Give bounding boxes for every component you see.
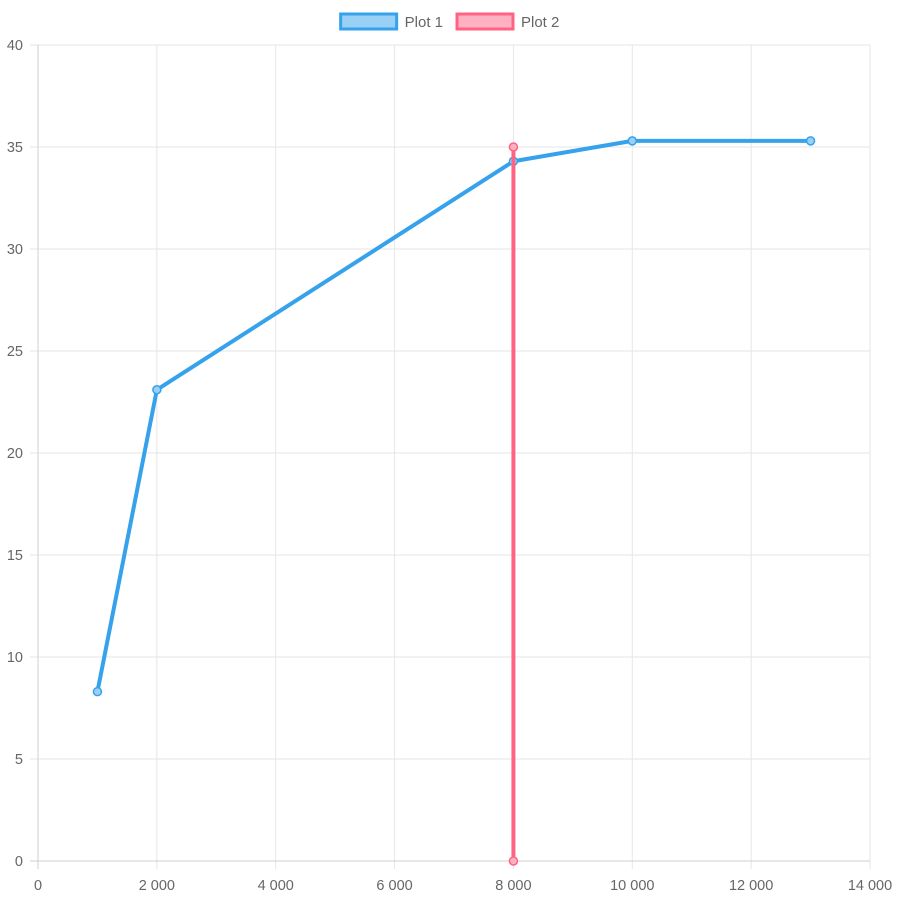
data-point[interactable] [508, 856, 519, 866]
y-tick-label: 35 [7, 140, 23, 156]
x-tick-label: 10 000 [610, 878, 654, 894]
data-point[interactable] [508, 142, 519, 152]
series-1 [92, 136, 816, 697]
x-tick-label: 6 000 [376, 878, 412, 894]
y-tick-label: 30 [7, 242, 23, 258]
y-tick-label: 20 [7, 446, 23, 462]
x-tick-label: 12 000 [729, 878, 773, 894]
y-tick-label: 25 [7, 344, 23, 360]
series-layer [92, 136, 816, 866]
legend-label: Plot 2 [521, 14, 559, 31]
x-axis-tick-labels: 0 2 000 4 000 6 000 8 000 10 000 12 000 14 000 [34, 878, 892, 894]
y-tick-label: 0 [15, 854, 23, 870]
legend-label: Plot 1 [405, 14, 443, 31]
axes [37, 45, 870, 862]
series-2 [508, 142, 519, 866]
legend-swatch [455, 12, 515, 31]
legend-swatch [339, 12, 399, 31]
data-point[interactable] [627, 136, 638, 146]
legend-item-plot-2[interactable]: Plot 2 [455, 12, 559, 31]
y-axis-tick-labels: 0 5 10 15 20 25 30 35 40 [7, 38, 23, 870]
x-tick-label: 2 000 [139, 878, 175, 894]
series-line [95, 138, 813, 694]
y-tick-label: 5 [15, 752, 23, 768]
data-point[interactable] [805, 136, 816, 146]
x-tick-label: 8 000 [495, 878, 531, 894]
x-tick-label: 14 000 [848, 878, 892, 894]
data-point[interactable] [92, 686, 103, 697]
y-tick-label: 40 [7, 38, 23, 54]
y-tick-label: 10 [7, 650, 23, 666]
x-tick-label: 4 000 [258, 878, 294, 894]
y-tick-label: 15 [7, 548, 23, 564]
x-tick-label: 0 [34, 878, 42, 894]
grid-lines [30, 44, 871, 869]
data-point[interactable] [152, 385, 162, 395]
legend: Plot 1 Plot 2 [339, 12, 559, 31]
legend-item-plot-1[interactable]: Plot 1 [339, 12, 443, 31]
